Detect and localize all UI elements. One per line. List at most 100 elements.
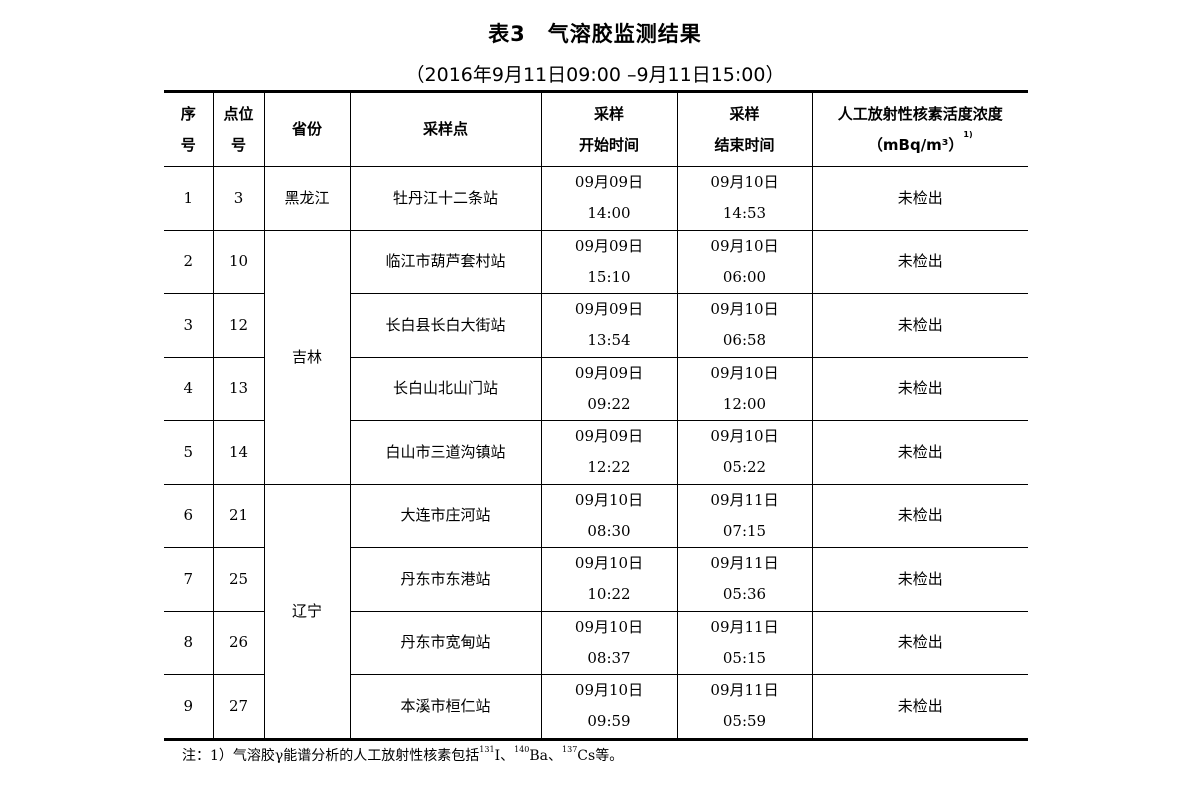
cell-end-text: 09月10日	[710, 427, 779, 446]
table-title: 表3 气溶胶监测结果	[488, 22, 702, 46]
cell-result-text: 未检出	[897, 633, 943, 652]
cell-no: 2	[164, 229, 214, 294]
table-row: 9 27 本溪市桓仁站 09月10日 09:59 09月11日 05:59 未检出	[164, 674, 1028, 740]
cell-result-text: 未检出	[897, 315, 943, 334]
cell-start: 09月09日 15:10	[540, 229, 678, 294]
cell-start-text: 10:22	[587, 585, 631, 604]
cell-start-text: 09月09日	[574, 300, 644, 319]
cell-end-text: 05:36	[722, 585, 767, 604]
header-concentration: 人工放射性核素活度浓度 （mBq/m³）1)	[811, 91, 1028, 167]
cell-end-text: 09月10日	[710, 236, 779, 255]
cell-end-text: 05:22	[722, 458, 767, 477]
cell-station-text: 丹东市宽甸站	[400, 633, 491, 652]
header-site: 点位号	[212, 91, 265, 167]
cell-result: 未检出	[811, 420, 1028, 485]
cell-province-text: 吉林	[291, 347, 322, 366]
cell-no-text: 9	[183, 696, 194, 715]
cell-site: 21	[212, 483, 265, 548]
cell-no-text: 6	[183, 506, 194, 525]
header-site-line2: 号	[230, 135, 246, 154]
table-row: 5 14 白山市三道沟镇站 09月09日 12:22 09月10日 05:22 未检出	[164, 420, 1028, 485]
cell-province: 吉林	[263, 229, 351, 485]
cell-result-text: 未检出	[897, 379, 943, 398]
cell-site-text: 27	[228, 696, 249, 715]
cell-result: 未检出	[811, 293, 1028, 358]
header-conc-footnote: 1)	[963, 129, 973, 139]
cell-start: 09月10日 08:37	[540, 610, 678, 675]
cell-station-text: 大连市庄河站	[400, 506, 491, 525]
cell-site-text: 14	[228, 442, 249, 461]
cell-station: 丹东市宽甸站	[349, 610, 542, 675]
cell-end: 09月11日 07:15	[676, 483, 813, 548]
cell-station: 临江市葫芦套村站	[349, 229, 542, 294]
cell-province-text: 辽宁	[291, 601, 322, 620]
cell-end-text: 05:59	[722, 712, 767, 731]
cell-end: 09月10日 14:53	[676, 166, 813, 231]
cell-site: 27	[212, 674, 265, 740]
cell-station-text: 本溪市桓仁站	[400, 696, 491, 715]
table-row: 6 21 辽宁 大连市庄河站 09月10日 08:30 09月11日 07:15 未检出	[164, 483, 1028, 740]
cell-site-text: 10	[228, 252, 249, 271]
header-end-line2: 结束时间	[714, 135, 775, 154]
cell-start-text: 09月10日	[574, 617, 644, 636]
cell-result: 未检出	[811, 483, 1028, 548]
cell-start-text: 12:22	[587, 458, 631, 477]
cell-end: 09月11日 05:36	[676, 547, 813, 612]
cell-no-text: 4	[183, 379, 194, 398]
footnote-mass-ba: 140	[514, 745, 530, 754]
cell-end-text: 09月10日	[710, 363, 779, 382]
cell-province-text: 黑龙江	[284, 188, 330, 207]
cell-start: 09月10日 08:30	[540, 483, 678, 548]
cell-site: 12	[212, 293, 265, 358]
cell-result: 未检出	[811, 547, 1028, 612]
cell-result-text: 未检出	[897, 442, 943, 461]
cell-province: 辽宁	[263, 483, 351, 740]
cell-start: 09月09日 09:22	[540, 356, 678, 421]
cell-station: 丹东市东港站	[349, 547, 542, 612]
cell-end-text: 05:15	[722, 648, 767, 667]
cell-start-text: 09月09日	[574, 363, 644, 382]
cell-start-text: 08:30	[587, 521, 631, 540]
cell-start-text: 08:37	[587, 648, 631, 667]
cell-result: 未检出	[811, 166, 1028, 231]
header-conc-unit: （mBq/m³）	[867, 135, 964, 154]
cell-site: 10	[212, 229, 265, 294]
cell-end-text: 06:58	[722, 331, 767, 350]
cell-no-text: 8	[183, 633, 194, 652]
cell-result: 未检出	[811, 356, 1028, 421]
header-no-line1: 序	[180, 104, 196, 123]
cell-start-text: 14:00	[587, 204, 631, 223]
cell-end-text: 09月10日	[710, 173, 779, 192]
header-end: 采样 结束时间	[676, 91, 813, 167]
cell-start-text: 15:10	[587, 267, 631, 286]
cell-result: 未检出	[811, 610, 1028, 675]
cell-end-text: 09月11日	[710, 490, 779, 509]
cell-station-text: 牡丹江十二条站	[392, 188, 498, 207]
cell-site-text: 3	[233, 188, 244, 207]
cell-end: 09月10日 06:00	[676, 229, 813, 294]
header-start: 采样 开始时间	[540, 91, 678, 167]
footnote-text: 注：1）气溶胶γ能谱分析的人工放射性核素包括	[182, 748, 480, 764]
cell-start: 09月09日 13:54	[540, 293, 678, 358]
table-row: 2 10 吉林 临江市葫芦套村站 09月09日 15:10 09月10日 06:00 未检出	[164, 229, 1028, 485]
header-station: 采样点	[349, 91, 542, 167]
cell-result: 未检出	[811, 674, 1028, 740]
cell-site: 3	[212, 166, 265, 231]
cell-start: 09月09日 12:22	[540, 420, 678, 485]
cell-station-text: 临江市葫芦套村站	[385, 252, 506, 271]
cell-end-text: 09月11日	[710, 617, 779, 636]
cell-station-text: 长白山北山门站	[392, 379, 498, 398]
header-conc-line1: 人工放射性核素活度浓度	[837, 104, 1003, 123]
cell-site-text: 21	[228, 506, 249, 525]
footnote-mass-i: 131	[479, 745, 495, 754]
cell-end-text: 09月10日	[710, 300, 779, 319]
cell-site-text: 26	[228, 633, 249, 652]
footnote-nuclide-i: I、	[494, 748, 515, 764]
cell-station-text: 长白县长白大街站	[385, 315, 506, 334]
cell-result: 未检出	[811, 229, 1028, 294]
header-no-line2: 号	[180, 135, 196, 154]
footnote-nuclide-cs: Cs等。	[577, 748, 624, 764]
cell-site: 13	[212, 356, 265, 421]
cell-result-text: 未检出	[897, 188, 943, 207]
header-end-line1: 采样	[729, 104, 760, 123]
